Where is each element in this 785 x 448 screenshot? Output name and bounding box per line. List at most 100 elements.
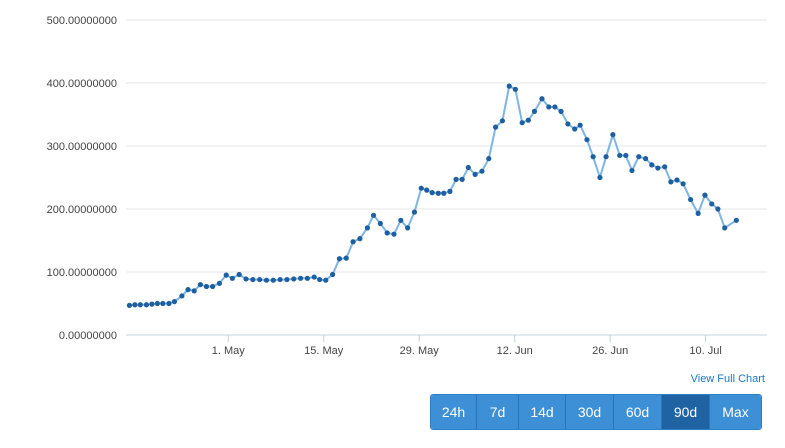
range-button-24h[interactable]: 24h: [431, 395, 477, 429]
data-point[interactable]: [418, 185, 424, 191]
data-point[interactable]: [558, 108, 564, 114]
data-point[interactable]: [655, 165, 661, 171]
data-point[interactable]: [384, 230, 390, 236]
data-point[interactable]: [277, 276, 283, 283]
range-button-7d[interactable]: 7d: [477, 395, 519, 429]
data-point[interactable]: [453, 176, 459, 182]
data-point[interactable]: [603, 154, 609, 160]
data-point[interactable]: [197, 282, 203, 288]
data-point[interactable]: [160, 300, 166, 307]
data-point[interactable]: [216, 280, 223, 286]
data-point[interactable]: [459, 176, 465, 182]
data-point[interactable]: [688, 196, 694, 203]
data-point[interactable]: [695, 210, 701, 217]
data-point[interactable]: [143, 302, 150, 308]
data-point[interactable]: [662, 164, 668, 170]
data-point[interactable]: [702, 192, 708, 198]
data-point[interactable]: [629, 167, 635, 174]
data-point[interactable]: [733, 217, 739, 223]
range-button-60d[interactable]: 60d: [614, 395, 662, 429]
data-point[interactable]: [525, 117, 531, 123]
data-point[interactable]: [565, 121, 571, 127]
data-point[interactable]: [546, 104, 552, 110]
data-point[interactable]: [577, 122, 583, 128]
data-point[interactable]: [350, 239, 356, 245]
data-point[interactable]: [590, 154, 596, 160]
data-point[interactable]: [336, 256, 343, 262]
data-point[interactable]: [722, 225, 728, 231]
data-point[interactable]: [166, 300, 172, 307]
range-button-14d[interactable]: 14d: [519, 395, 566, 429]
data-point[interactable]: [441, 190, 447, 196]
data-point[interactable]: [317, 276, 323, 283]
data-point[interactable]: [597, 174, 603, 181]
data-point[interactable]: [506, 83, 512, 89]
range-button-90d[interactable]: 90d: [662, 395, 710, 429]
data-point[interactable]: [715, 206, 721, 212]
data-point[interactable]: [149, 301, 155, 307]
view-full-chart-link[interactable]: View Full Chart: [690, 373, 765, 385]
data-point[interactable]: [257, 276, 263, 283]
data-point[interactable]: [185, 287, 191, 293]
data-point[interactable]: [291, 276, 297, 282]
data-point[interactable]: [364, 225, 370, 231]
data-point[interactable]: [492, 124, 499, 130]
data-point[interactable]: [263, 277, 270, 283]
data-point[interactable]: [572, 126, 578, 132]
data-point[interactable]: [709, 201, 715, 207]
data-point[interactable]: [552, 104, 558, 110]
data-point[interactable]: [610, 132, 616, 138]
data-point[interactable]: [584, 137, 590, 143]
data-point[interactable]: [435, 190, 441, 196]
data-point[interactable]: [617, 152, 623, 159]
data-point[interactable]: [270, 277, 276, 283]
data-point[interactable]: [229, 275, 235, 281]
data-point[interactable]: [236, 271, 242, 278]
data-point[interactable]: [486, 156, 492, 162]
data-point[interactable]: [284, 276, 290, 283]
data-point[interactable]: [250, 276, 256, 283]
data-point[interactable]: [623, 152, 629, 159]
data-point[interactable]: [243, 276, 249, 282]
data-point[interactable]: [643, 156, 649, 162]
data-point[interactable]: [126, 302, 133, 308]
data-point[interactable]: [429, 190, 435, 196]
data-point[interactable]: [377, 220, 383, 227]
data-point[interactable]: [304, 275, 310, 281]
range-button-30d[interactable]: 30d: [566, 395, 614, 429]
data-point[interactable]: [668, 179, 674, 185]
data-point[interactable]: [203, 283, 210, 290]
data-point[interactable]: [357, 236, 363, 242]
data-point[interactable]: [519, 120, 525, 126]
range-button-max[interactable]: Max: [710, 395, 761, 429]
data-point[interactable]: [674, 177, 680, 183]
data-point[interactable]: [171, 299, 178, 305]
data-point[interactable]: [499, 118, 506, 124]
data-point[interactable]: [680, 181, 686, 187]
data-point[interactable]: [512, 86, 518, 92]
data-point[interactable]: [132, 302, 138, 308]
data-point[interactable]: [479, 168, 485, 174]
data-point[interactable]: [472, 171, 478, 177]
data-point[interactable]: [465, 164, 471, 171]
data-point[interactable]: [636, 154, 642, 160]
data-point[interactable]: [398, 217, 404, 223]
data-point[interactable]: [323, 277, 329, 283]
data-point[interactable]: [223, 272, 229, 278]
data-point[interactable]: [391, 231, 397, 237]
data-point[interactable]: [405, 225, 411, 231]
data-point[interactable]: [424, 187, 430, 193]
data-point[interactable]: [370, 212, 377, 218]
data-point[interactable]: [411, 209, 418, 215]
data-point[interactable]: [343, 255, 349, 261]
data-point[interactable]: [191, 288, 197, 294]
data-point[interactable]: [311, 274, 317, 280]
data-point[interactable]: [297, 275, 304, 281]
data-point[interactable]: [447, 188, 453, 194]
data-point[interactable]: [137, 302, 143, 308]
data-point[interactable]: [210, 283, 216, 290]
data-point[interactable]: [649, 162, 655, 168]
data-point[interactable]: [330, 271, 336, 278]
data-point[interactable]: [531, 108, 538, 114]
data-point[interactable]: [154, 300, 160, 307]
